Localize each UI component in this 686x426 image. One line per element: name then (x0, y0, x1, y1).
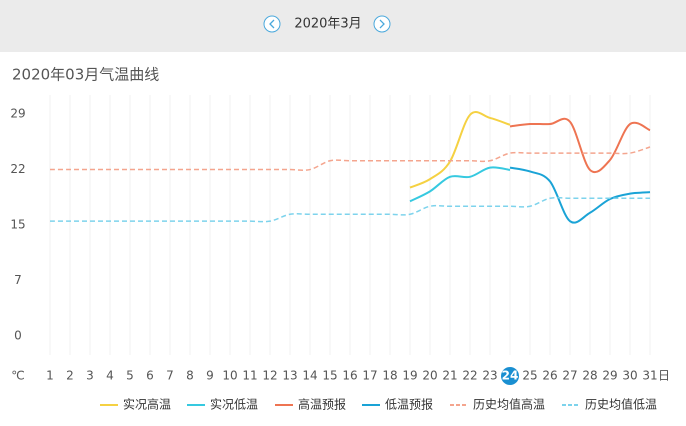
x-tick-label: 24 (502, 369, 519, 383)
series-line (509, 117, 651, 174)
x-tick-label: 3 (86, 369, 94, 383)
y-tick-label: 22 (10, 162, 25, 176)
legend-item: 历史均值低温 (562, 397, 657, 412)
y-tick-label: 29 (10, 107, 25, 121)
x-tick-label: 5 (126, 369, 134, 383)
x-tick-label: 27 (562, 369, 577, 383)
series-line (509, 166, 651, 224)
y-unit: ℃ (11, 369, 24, 383)
y-tick-label: 15 (10, 218, 25, 232)
today-marker (501, 367, 519, 385)
x-unit: 日 (658, 369, 670, 383)
y-tick-label: 7 (14, 273, 22, 287)
x-tick-label: 4 (106, 369, 114, 383)
x-tick-label: 22 (462, 369, 477, 383)
x-tick-label: 15 (322, 369, 337, 383)
legend-item: 低温预报 (362, 397, 433, 412)
x-tick-label: 2 (66, 369, 74, 383)
legend-label: 实况高温 (123, 397, 171, 412)
legend-label: 历史均值低温 (585, 397, 657, 412)
x-tick-label: 23 (482, 369, 497, 383)
legend-label: 历史均值高温 (473, 397, 545, 412)
x-tick-label: 30 (622, 369, 637, 383)
x-tick-label: 19 (402, 369, 417, 383)
legend-item: 实况高温 (100, 397, 171, 412)
x-tick-label: 9 (206, 369, 214, 383)
legend-item: 实况低温 (187, 397, 258, 412)
legend-label: 高温预报 (298, 397, 346, 412)
x-tick-label: 1 (46, 369, 54, 383)
prev-month-button[interactable] (263, 15, 281, 33)
x-tick-label: 12 (262, 369, 277, 383)
x-tick-label: 11 (242, 369, 257, 383)
header-bar (0, 0, 686, 52)
chart-title: 2020年03月气温曲线 (12, 66, 159, 84)
x-tick-label: 6 (146, 369, 154, 383)
x-tick-label: 18 (382, 369, 397, 383)
x-tick-label: 7 (166, 369, 174, 383)
x-tick-label: 10 (222, 369, 237, 383)
next-month-button[interactable] (373, 15, 391, 33)
x-tick-label: 16 (342, 369, 357, 383)
legend-item: 历史均值高温 (450, 397, 545, 412)
x-tick-label: 25 (522, 369, 537, 383)
chart-panel (0, 52, 686, 426)
x-tick-label: 8 (186, 369, 194, 383)
x-tick-label: 26 (542, 369, 557, 383)
x-tick-label: 28 (582, 369, 597, 383)
x-tick-label: 31 (642, 369, 657, 383)
series-line (409, 166, 511, 203)
month-label: 2020年3月 (294, 17, 361, 32)
legend-label: 实况低温 (210, 397, 258, 412)
series-line (50, 146, 651, 171)
legend-item: 高温预报 (275, 397, 346, 412)
x-tick-label: 13 (282, 369, 297, 383)
series-line (409, 111, 511, 189)
legend-label: 低温预报 (385, 397, 433, 412)
x-tick-label: 21 (442, 369, 457, 383)
y-tick-label: 0 (14, 328, 22, 342)
x-tick-label: 17 (362, 369, 377, 383)
series-line (50, 196, 650, 223)
x-tick-label: 20 (422, 369, 437, 383)
x-tick-label: 29 (602, 369, 617, 383)
x-tick-label: 14 (302, 369, 317, 383)
